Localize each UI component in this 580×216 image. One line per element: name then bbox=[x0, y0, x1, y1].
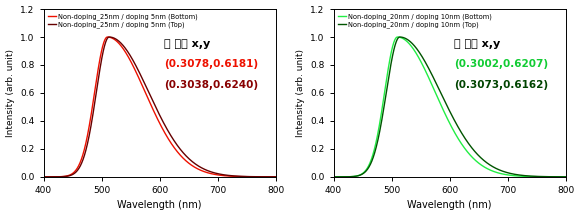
Legend: Non-doping_25nm / doping 5nm (Bottom), Non-doping_25nm / doping 5nm (Top): Non-doping_25nm / doping 5nm (Bottom), N… bbox=[47, 12, 198, 29]
Text: (0.3073,0.6162): (0.3073,0.6162) bbox=[454, 79, 549, 90]
Non-doping_20nm / doping 10nm (Bottom) bbox=[512, 175, 519, 177]
Non-doping_20nm / doping 10nm (Bottom) bbox=[433, 93, 440, 95]
Non-doping_25nm / doping 5nm (Top) bbox=[106, 36, 113, 38]
Non-doping_25nm / doping 5nm (Top) bbox=[200, 167, 206, 170]
Text: (0.3078,0.6181): (0.3078,0.6181) bbox=[164, 59, 259, 69]
Non-doping_25nm / doping 5nm (Top) bbox=[222, 174, 229, 176]
Non-doping_25nm / doping 5nm (Top) bbox=[143, 85, 150, 88]
Non-doping_20nm / doping 10nm (Bottom) bbox=[394, 36, 401, 38]
Non-doping_25nm / doping 5nm (Bottom) bbox=[226, 175, 233, 177]
Non-doping_20nm / doping 10nm (Bottom) bbox=[424, 74, 431, 77]
X-axis label: Wavelength (nm): Wavelength (nm) bbox=[117, 200, 202, 210]
Non-doping_25nm / doping 5nm (Bottom) bbox=[40, 176, 47, 178]
Non-doping_20nm / doping 10nm (Top) bbox=[563, 176, 570, 178]
Non-doping_25nm / doping 5nm (Top) bbox=[273, 176, 280, 178]
Y-axis label: Intensity (arb. unit): Intensity (arb. unit) bbox=[296, 49, 304, 137]
Non-doping_25nm / doping 5nm (Bottom) bbox=[200, 170, 206, 173]
Legend: Non-doping_20nm / doping 10nm (Bottom), Non-doping_20nm / doping 10nm (Top): Non-doping_20nm / doping 10nm (Bottom), … bbox=[337, 12, 492, 29]
Non-doping_25nm / doping 5nm (Bottom) bbox=[104, 36, 111, 38]
Line: Non-doping_20nm / doping 10nm (Bottom): Non-doping_20nm / doping 10nm (Bottom) bbox=[334, 37, 566, 177]
Non-doping_25nm / doping 5nm (Bottom) bbox=[222, 175, 229, 177]
Non-doping_20nm / doping 10nm (Top) bbox=[490, 166, 496, 168]
Non-doping_25nm / doping 5nm (Bottom) bbox=[64, 175, 71, 177]
X-axis label: Wavelength (nm): Wavelength (nm) bbox=[407, 200, 492, 210]
Y-axis label: Intensity (arb. unit): Intensity (arb. unit) bbox=[6, 49, 14, 137]
Non-doping_25nm / doping 5nm (Top) bbox=[40, 176, 47, 178]
Text: 색 좌표 x,y: 색 좌표 x,y bbox=[454, 39, 501, 49]
Non-doping_25nm / doping 5nm (Bottom) bbox=[143, 93, 150, 95]
Line: Non-doping_25nm / doping 5nm (Bottom): Non-doping_25nm / doping 5nm (Bottom) bbox=[44, 37, 276, 177]
Non-doping_25nm / doping 5nm (Top) bbox=[226, 174, 233, 177]
Non-doping_20nm / doping 10nm (Top) bbox=[516, 174, 523, 176]
Non-doping_20nm / doping 10nm (Top) bbox=[424, 65, 431, 68]
Non-doping_20nm / doping 10nm (Top) bbox=[330, 176, 337, 178]
Non-doping_20nm / doping 10nm (Top) bbox=[396, 36, 403, 38]
Non-doping_20nm / doping 10nm (Bottom) bbox=[490, 170, 496, 173]
Non-doping_25nm / doping 5nm (Bottom) bbox=[273, 176, 280, 178]
Non-doping_25nm / doping 5nm (Top) bbox=[134, 68, 141, 70]
Non-doping_20nm / doping 10nm (Top) bbox=[354, 175, 361, 177]
Non-doping_20nm / doping 10nm (Top) bbox=[512, 173, 519, 176]
Non-doping_25nm / doping 5nm (Bottom) bbox=[134, 74, 141, 77]
Line: Non-doping_25nm / doping 5nm (Top): Non-doping_25nm / doping 5nm (Top) bbox=[44, 37, 276, 177]
Line: Non-doping_20nm / doping 10nm (Top): Non-doping_20nm / doping 10nm (Top) bbox=[334, 37, 566, 177]
Text: (0.3038,0.6240): (0.3038,0.6240) bbox=[164, 79, 259, 90]
Non-doping_20nm / doping 10nm (Bottom) bbox=[516, 175, 523, 177]
Non-doping_20nm / doping 10nm (Bottom) bbox=[330, 176, 337, 178]
Non-doping_20nm / doping 10nm (Bottom) bbox=[563, 176, 570, 178]
Non-doping_20nm / doping 10nm (Top) bbox=[433, 82, 440, 84]
Text: 색 좌표 x,y: 색 좌표 x,y bbox=[164, 39, 211, 49]
Non-doping_25nm / doping 5nm (Top) bbox=[64, 175, 71, 178]
Text: (0.3002,0.6207): (0.3002,0.6207) bbox=[454, 59, 549, 69]
Non-doping_20nm / doping 10nm (Bottom) bbox=[354, 175, 361, 177]
